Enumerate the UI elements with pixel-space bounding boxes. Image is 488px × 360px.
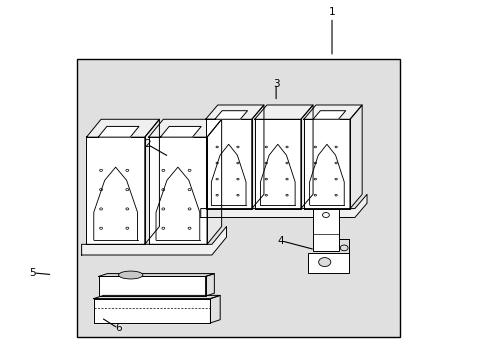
Polygon shape	[205, 119, 251, 208]
Polygon shape	[94, 296, 220, 298]
Polygon shape	[148, 137, 206, 244]
Polygon shape	[303, 119, 349, 208]
Text: 6: 6	[115, 323, 121, 333]
Polygon shape	[81, 226, 226, 255]
Polygon shape	[303, 105, 362, 119]
Polygon shape	[144, 119, 159, 244]
Text: 1: 1	[328, 7, 335, 17]
Text: 4: 4	[277, 236, 284, 246]
Polygon shape	[86, 137, 144, 244]
Polygon shape	[205, 274, 214, 296]
Polygon shape	[98, 126, 139, 137]
Text: 2: 2	[143, 139, 150, 149]
Polygon shape	[254, 105, 312, 119]
Polygon shape	[206, 119, 221, 244]
Polygon shape	[86, 119, 159, 137]
Bar	[312, 208, 339, 251]
Bar	[77, 59, 399, 337]
Polygon shape	[254, 119, 300, 208]
Ellipse shape	[318, 258, 330, 266]
Polygon shape	[148, 119, 221, 137]
Polygon shape	[99, 274, 214, 276]
Polygon shape	[201, 194, 366, 217]
Polygon shape	[300, 105, 312, 208]
Polygon shape	[349, 105, 362, 208]
Polygon shape	[205, 105, 264, 119]
Polygon shape	[210, 296, 220, 323]
Polygon shape	[214, 111, 247, 119]
Polygon shape	[312, 111, 345, 119]
Polygon shape	[99, 276, 205, 296]
Text: 5: 5	[30, 268, 36, 278]
Polygon shape	[160, 126, 201, 137]
Text: 3: 3	[272, 78, 279, 89]
Bar	[307, 253, 348, 273]
Polygon shape	[251, 105, 264, 208]
Polygon shape	[94, 298, 210, 323]
Ellipse shape	[118, 271, 142, 279]
